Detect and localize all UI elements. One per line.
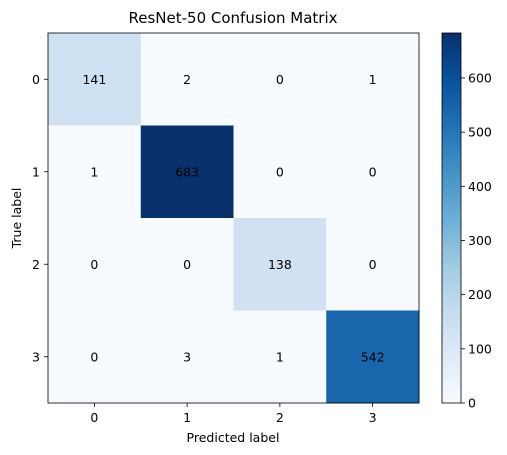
x-axis-label: Predicted label	[187, 430, 280, 445]
heatmap-cell	[233, 33, 327, 126]
y-axis-label: True label	[9, 188, 24, 250]
colorbar: 0 100 200 300 400 500 600	[441, 32, 492, 411]
cell-value-label: 0	[276, 164, 284, 179]
cell-value-label: 0	[369, 164, 377, 179]
y-tick-label: 3	[32, 349, 40, 364]
cell-value-label: 1	[276, 349, 284, 364]
colorbar-tick-label: 600	[468, 70, 492, 85]
heatmap-cell	[48, 218, 142, 311]
chart-title: ResNet-50 Confusion Matrix	[129, 9, 338, 27]
cell-value-label: 141	[82, 72, 106, 87]
x-tick-label: 1	[183, 410, 191, 425]
heatmap-cell	[326, 125, 420, 219]
colorbar-tick-label: 200	[468, 287, 492, 302]
x-axis-ticks: 0 1 2 3	[90, 403, 377, 425]
heatmap-cell	[326, 218, 420, 311]
heatmap-cells: 141 2 0 1 1 683 0 0 0 0 138 0 0 3 1 542	[48, 33, 420, 404]
heatmap-cell	[233, 218, 327, 311]
cell-value-label: 542	[361, 349, 385, 364]
heatmap-cell	[233, 125, 327, 219]
colorbar-tick-label: 500	[468, 125, 492, 140]
cell-value-label: 0	[90, 349, 98, 364]
heatmap-cell	[326, 310, 420, 404]
colorbar-tick-label: 300	[468, 233, 492, 248]
y-axis-ticks: 0 1 2 3	[32, 72, 48, 364]
colorbar-tick-label: 400	[468, 179, 492, 194]
colorbar-tick-label: 0	[468, 396, 476, 411]
cell-value-label: 1	[90, 164, 98, 179]
cell-value-label: 0	[183, 257, 191, 272]
heatmap-cell	[140, 310, 234, 404]
heatmap-cell	[48, 310, 142, 404]
y-tick-label: 2	[32, 257, 40, 272]
cell-value-label: 1	[369, 72, 377, 87]
colorbar-tick-label: 100	[468, 341, 492, 356]
cell-value-label: 683	[175, 164, 199, 179]
heatmap-cell	[48, 33, 142, 126]
cell-value-label: 0	[276, 72, 284, 87]
x-tick-label: 3	[369, 410, 377, 425]
cell-value-label: 138	[268, 257, 292, 272]
heatmap-cell	[233, 310, 327, 404]
heatmap-cell	[48, 125, 142, 219]
heatmap-cell	[140, 125, 234, 219]
cell-value-label: 0	[90, 257, 98, 272]
heatmap-cell	[140, 33, 234, 126]
cell-value-label: 2	[183, 72, 191, 87]
x-tick-label: 0	[90, 410, 98, 425]
y-tick-label: 1	[32, 164, 40, 179]
heatmap-cell	[140, 218, 234, 311]
colorbar-gradient	[441, 32, 462, 404]
plot-frame	[47, 32, 420, 404]
cell-value-label: 3	[183, 349, 191, 364]
x-tick-label: 2	[276, 410, 284, 425]
heatmap-cell	[326, 33, 420, 126]
cell-value-label: 0	[369, 257, 377, 272]
y-tick-label: 0	[32, 72, 40, 87]
